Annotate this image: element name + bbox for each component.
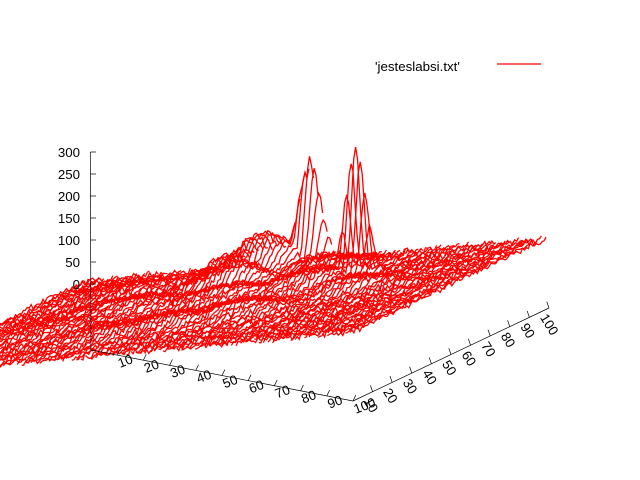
svg-text:20: 20 <box>380 385 401 405</box>
svg-text:40: 40 <box>419 367 440 387</box>
svg-text:80: 80 <box>498 330 519 350</box>
svg-text:200: 200 <box>58 189 80 204</box>
svg-text:50: 50 <box>439 358 460 378</box>
svg-text:'jesteslabsi.txt': 'jesteslabsi.txt' <box>375 59 460 74</box>
svg-text:150: 150 <box>58 211 80 226</box>
svg-text:60: 60 <box>247 377 266 396</box>
svg-text:300: 300 <box>58 145 80 160</box>
svg-text:50: 50 <box>65 255 80 270</box>
svg-text:70: 70 <box>273 382 292 401</box>
svg-text:90: 90 <box>517 320 538 340</box>
svg-text:100: 100 <box>537 311 561 338</box>
svg-text:80: 80 <box>299 387 318 406</box>
svg-text:30: 30 <box>168 362 187 381</box>
svg-text:40: 40 <box>194 367 213 386</box>
svg-text:250: 250 <box>58 167 80 182</box>
svg-text:70: 70 <box>478 339 499 359</box>
svg-text:10: 10 <box>116 351 135 370</box>
svg-text:50: 50 <box>220 372 239 391</box>
svg-text:90: 90 <box>325 392 344 411</box>
svg-text:0: 0 <box>73 277 80 292</box>
svg-text:60: 60 <box>459 348 480 368</box>
svg-text:20: 20 <box>142 357 161 376</box>
svg-text:100: 100 <box>58 233 80 248</box>
svg-text:30: 30 <box>400 376 421 396</box>
